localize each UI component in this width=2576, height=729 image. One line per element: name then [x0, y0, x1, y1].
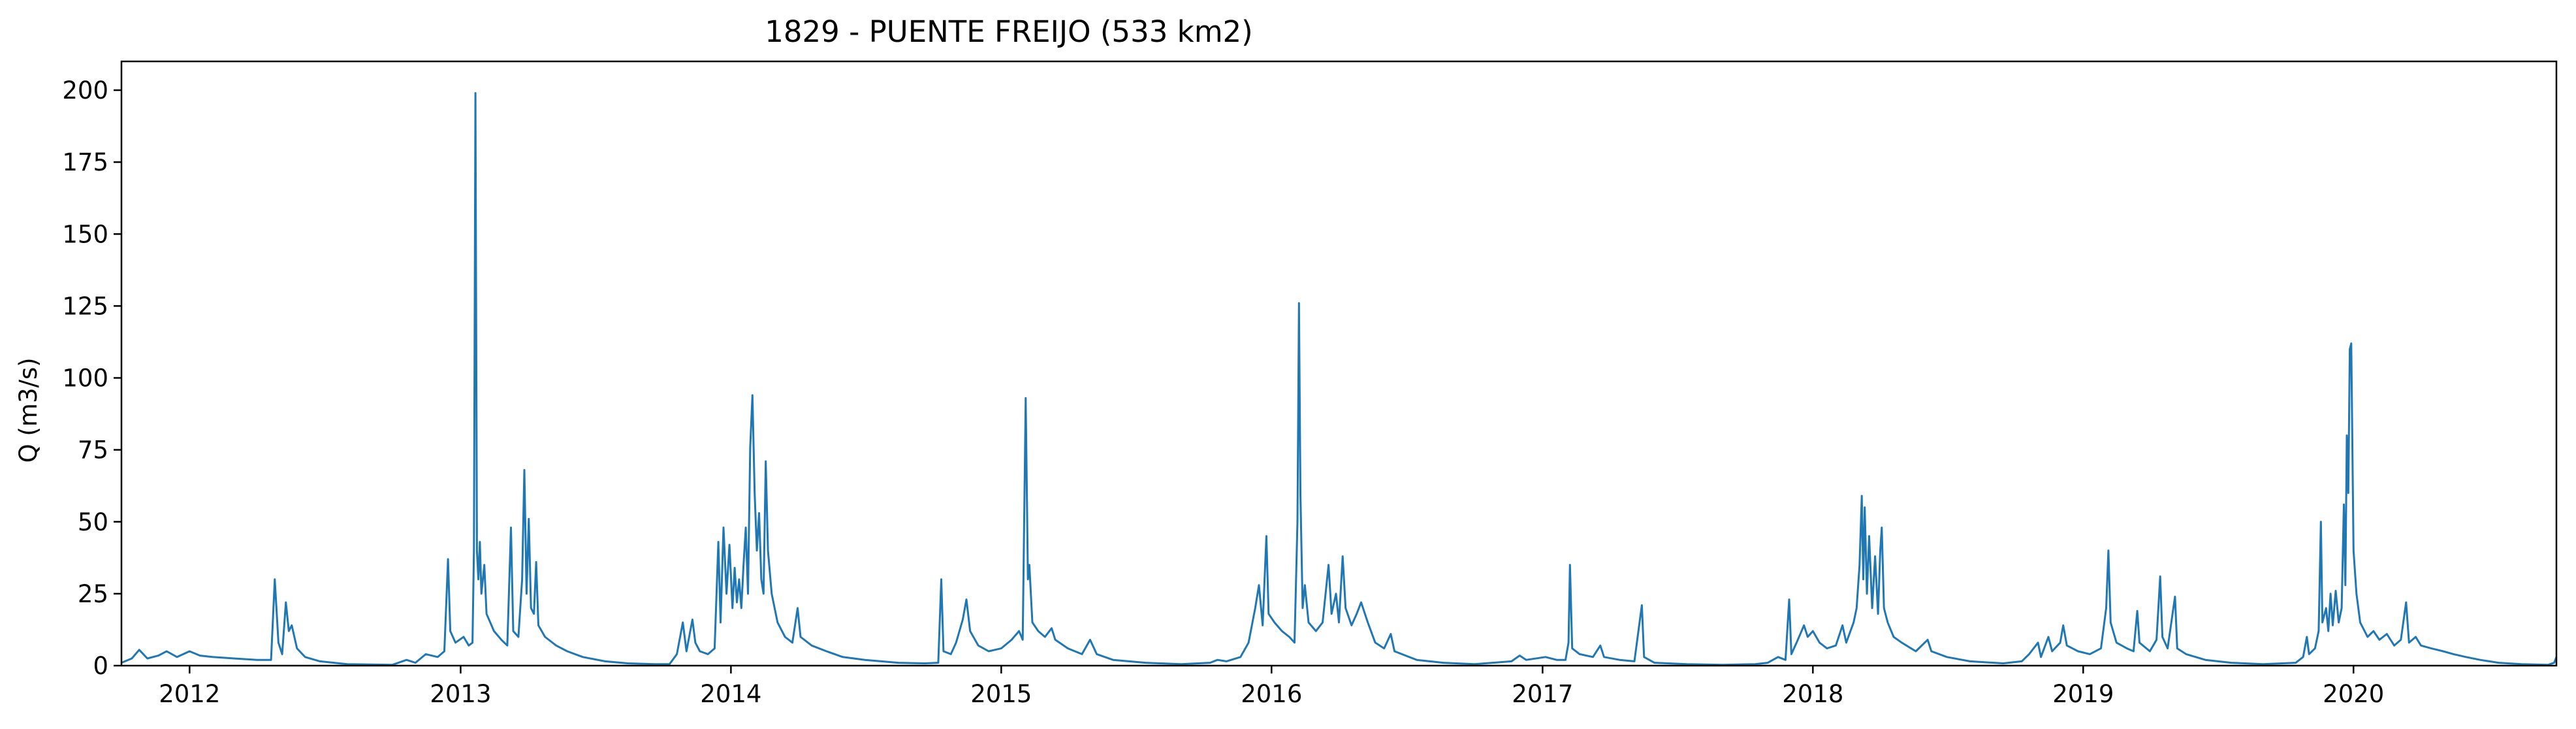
y-tick-label: 150	[62, 220, 108, 248]
x-tick-label: 2018	[1782, 680, 1843, 708]
x-tick-label: 2014	[700, 680, 761, 708]
y-tick-label: 25	[78, 580, 108, 608]
series-line	[121, 92, 2558, 666]
y-axis-ticks: 0 25 50 75 100 125 150 175 200	[62, 76, 121, 680]
y-tick-label: 100	[62, 364, 108, 393]
y-axis-label: Q (m3/s)	[14, 357, 42, 462]
y-tick-label: 0	[93, 652, 108, 680]
y-tick-label: 50	[78, 508, 108, 536]
plot-area	[121, 92, 2558, 666]
x-axis-ticks: 2012 2013 2014 2015 2016 2017 2018 2019 2020	[159, 666, 2384, 708]
y-tick-label: 125	[62, 292, 108, 320]
y-tick-label: 75	[78, 436, 108, 464]
chart-title: 1829 - PUENTE FREIJO (533 km2)	[765, 14, 1252, 49]
x-tick-label: 2017	[1512, 680, 1573, 708]
x-tick-label: 2013	[430, 680, 491, 708]
y-tick-label: 175	[62, 148, 108, 176]
x-tick-label: 2020	[2323, 680, 2384, 708]
x-tick-label: 2012	[159, 680, 220, 708]
plot-frame	[120, 60, 2558, 667]
x-tick-label: 2019	[2052, 680, 2114, 708]
x-tick-label: 2015	[970, 680, 1032, 708]
y-tick-label: 200	[62, 76, 108, 105]
x-tick-label: 2016	[1241, 680, 1302, 708]
